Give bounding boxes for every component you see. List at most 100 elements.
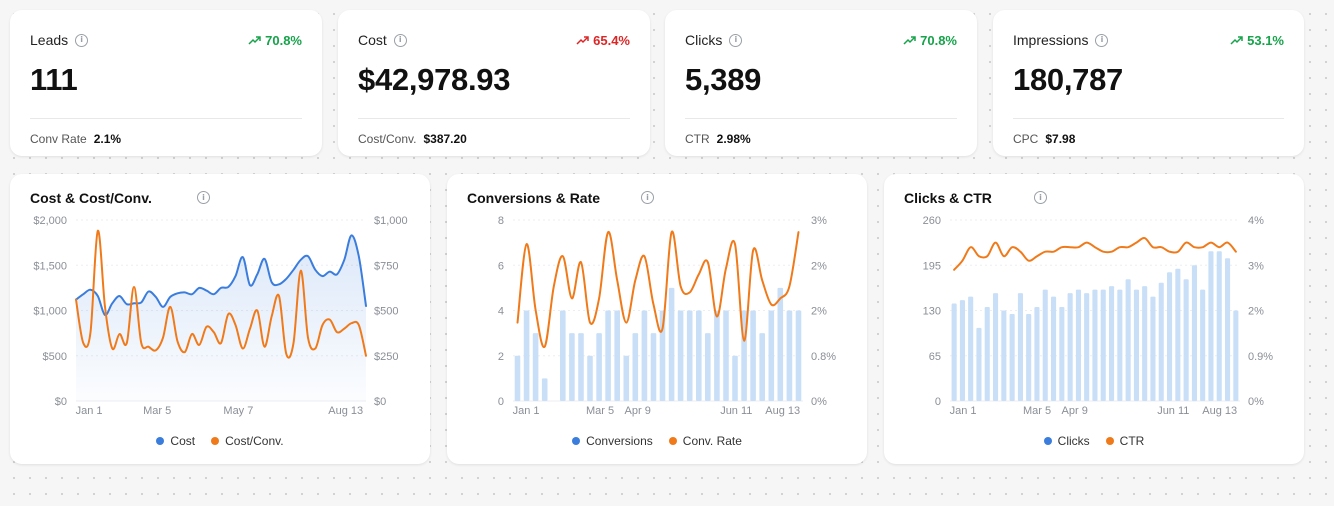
bar (541, 378, 548, 401)
y-tick-right: $250 (374, 351, 398, 363)
legend-item[interactable]: CTR (1105, 434, 1145, 448)
x-tick: Aug 13 (765, 405, 800, 417)
kpi-foot-label: Conv Rate (30, 132, 87, 146)
legend-item[interactable]: Conversions (572, 434, 653, 448)
bar (696, 310, 702, 401)
kpi-label: Cost (358, 32, 387, 48)
bar (951, 303, 957, 401)
bar (532, 333, 539, 401)
y-tick-left: 6 (498, 260, 504, 272)
bar (1034, 307, 1040, 401)
divider (685, 118, 957, 119)
bar (1009, 314, 1015, 401)
bar (1233, 310, 1239, 401)
y-tick-right: 4% (1248, 215, 1264, 227)
y-tick-right: $0 (374, 396, 386, 408)
bar (686, 310, 693, 401)
bar (777, 287, 784, 401)
bar (968, 296, 974, 401)
legend-item[interactable]: Cost/Conv. (211, 434, 284, 448)
legend-label: CTR (1119, 434, 1145, 448)
bar (750, 310, 756, 401)
bar (1158, 282, 1164, 401)
bar (596, 333, 602, 401)
y-tick-right: 0% (811, 396, 827, 408)
legend-label: Conv. Rate (682, 434, 742, 448)
legend-label: Cost/Conv. (225, 434, 284, 448)
legend-dot (668, 437, 677, 445)
bar (1042, 289, 1048, 401)
bar (1017, 293, 1023, 401)
bar (1075, 289, 1081, 401)
delta-value: 70.8% (920, 32, 957, 48)
trend-delta: 65.4% (576, 33, 630, 48)
trend-delta: 53.1% (1230, 33, 1284, 48)
bar (768, 310, 775, 401)
series-area (76, 235, 366, 401)
y-tick-left: 0 (498, 396, 504, 408)
bar (668, 287, 675, 401)
y-tick-right: $1,000 (374, 215, 408, 227)
bar (632, 333, 639, 401)
info-icon[interactable]: i (197, 191, 210, 204)
info-icon[interactable]: i (1034, 191, 1047, 204)
trend-delta: 70.8% (903, 33, 957, 48)
bar (514, 355, 521, 402)
chart-conversions: 0 0% 2 0.8% 4 2% 6 2% 8 3% Jan 1 Mar 5 Apr 9 Jun 11 Au… (498, 215, 836, 417)
x-tick: Jun 11 (1157, 405, 1189, 417)
bar (1208, 251, 1214, 401)
trend-up-icon (903, 35, 916, 45)
y-tick-left: $500 (43, 351, 67, 363)
info-icon[interactable]: i (729, 33, 743, 47)
bar (1125, 279, 1131, 401)
bar (723, 310, 729, 401)
y-tick-left: 195 (923, 260, 941, 272)
legend-item[interactable]: Conv. Rate (668, 434, 742, 448)
chart-legend: Clicks CTR (884, 434, 1304, 448)
kpi-label: Leads (30, 32, 69, 48)
legend-dot (156, 437, 165, 445)
y-tick-right: 2% (811, 260, 827, 272)
legend-dot (1043, 437, 1052, 445)
bar (623, 355, 630, 402)
y-tick-left: $0 (55, 396, 67, 408)
bar (641, 310, 648, 401)
info-icon[interactable]: i (75, 33, 89, 47)
kpi-card-clicks: Clicks i 70.8% 5,389 CTR 2.98% (665, 10, 977, 156)
x-tick: Aug 13 (328, 405, 363, 417)
bar (1200, 289, 1206, 401)
legend-item[interactable]: Cost (156, 434, 195, 448)
chart-card-conversions: 0 0% 2 0.8% 4 2% 6 2% 8 3% Jan 1 Mar 5 Apr 9 Jun 11 Au… (447, 174, 867, 464)
y-tick-right: 0.8% (811, 351, 836, 363)
bar (1059, 307, 1065, 401)
legend-item[interactable]: Clicks (1043, 434, 1090, 448)
x-tick: Apr 9 (625, 405, 651, 417)
x-tick: Jun 11 (720, 405, 752, 417)
bar (1225, 258, 1231, 401)
bar (1150, 296, 1156, 401)
chart-card-clicks: 0 0% 65 0.9% 130 2% 195 3% 260 4% Jan 1 Mar 5 Apr 9 J… (884, 174, 1304, 464)
x-tick: Mar 5 (586, 405, 614, 417)
x-tick: Aug 13 (1202, 405, 1237, 417)
y-tick-right: 3% (811, 215, 827, 227)
x-tick: Mar 5 (143, 405, 171, 417)
legend-label: Cost (170, 434, 196, 448)
bar (1109, 286, 1115, 401)
y-tick-right: 0.9% (1248, 351, 1273, 363)
legend-label: Clicks (1057, 434, 1090, 448)
bar (976, 327, 982, 401)
legend-dot (572, 437, 581, 445)
y-tick-left: 2 (498, 351, 504, 363)
bar (650, 333, 657, 401)
chart-legend: Cost Cost/Conv. (10, 434, 430, 448)
x-tick: Apr 9 (1062, 405, 1088, 417)
bar (614, 310, 620, 401)
info-icon[interactable]: i (641, 191, 654, 204)
chart-title: Conversions & Rate (467, 190, 601, 206)
y-tick-left: $1,500 (33, 260, 67, 272)
info-icon[interactable]: i (393, 33, 407, 47)
info-icon[interactable]: i (1095, 33, 1109, 47)
divider (1013, 118, 1284, 119)
bar (578, 333, 584, 401)
bar (659, 310, 666, 401)
